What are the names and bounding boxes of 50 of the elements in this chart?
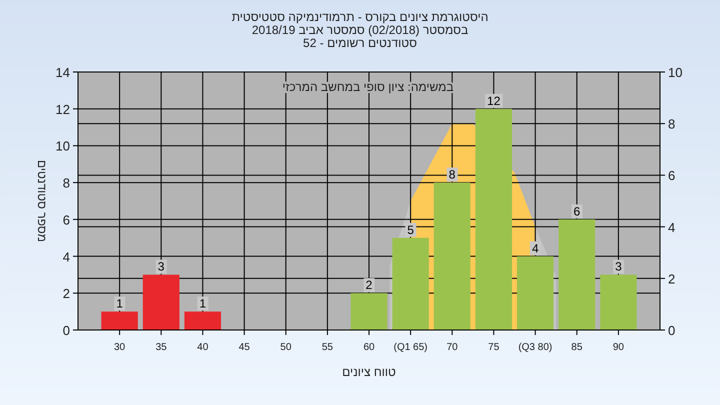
y-axis-title: מספר סטודנטים xyxy=(35,160,49,242)
x-tick-label: (Q1 65) xyxy=(394,342,428,353)
chart-title: היסטוגרמת ציונים בקורס - תרמודינמיקה סטטיסטית xyxy=(232,10,488,24)
y-tick-label: 4 xyxy=(62,249,70,264)
bar xyxy=(475,108,512,330)
y2-tick-label: 2 xyxy=(668,271,676,286)
x-tick-label: 30 xyxy=(114,342,126,353)
data-label: 12 xyxy=(487,94,501,108)
bar xyxy=(558,219,596,330)
x-tick-label: 85 xyxy=(571,342,583,353)
x-tick-label: 90 xyxy=(612,342,624,353)
y2-tick-label: 6 xyxy=(668,168,676,184)
bar xyxy=(184,312,222,330)
x-tick-label: 50 xyxy=(280,342,292,353)
data-label: 6 xyxy=(574,204,581,218)
data-label: 1 xyxy=(116,296,124,311)
chart-subtitle: בסמסטר (02/2018) סמסטר אביב 2018/19 סטודנטים רשומים - 52 xyxy=(252,23,468,50)
bar xyxy=(101,312,138,330)
y2-tick-label: 4 xyxy=(668,220,676,235)
y-tick-label: 14 xyxy=(56,65,70,80)
y-tick-label: 8 xyxy=(62,176,70,191)
x-tick-label: 55 xyxy=(322,342,334,353)
bar xyxy=(516,256,554,330)
y-tick-label: 12 xyxy=(56,102,70,117)
x-tick-label: 35 xyxy=(156,342,168,353)
y-tick-label: 0 xyxy=(62,323,70,338)
x-tick-label: 75 xyxy=(488,342,500,353)
y-tick-label: 2 xyxy=(62,286,70,302)
data-label: 1 xyxy=(199,296,206,311)
y2-tick-label: 8 xyxy=(668,116,676,132)
data-label: 8 xyxy=(448,168,456,182)
x-tick-label: 60 xyxy=(363,342,375,353)
y-tick-label: 6 xyxy=(62,212,70,228)
x-tick-label: 40 xyxy=(197,342,209,353)
data-label: 3 xyxy=(158,260,165,274)
data-label: 3 xyxy=(615,260,622,274)
data-label: 4 xyxy=(532,241,539,256)
x-tick-label: (Q3 80) xyxy=(518,342,552,353)
bar xyxy=(142,274,180,330)
data-label: 2 xyxy=(366,278,373,292)
x-axis-title: טווח ציונים xyxy=(342,365,396,379)
bar xyxy=(600,274,637,330)
y2-tick-label: 0 xyxy=(668,323,676,338)
data-label: 5 xyxy=(407,222,414,237)
x-tick-label: 45 xyxy=(238,342,250,353)
y2-tick-label: 10 xyxy=(668,65,682,80)
bar xyxy=(350,293,388,330)
bar xyxy=(434,182,470,330)
x-tick-label: 70 xyxy=(446,342,458,353)
y-tick-label: 10 xyxy=(56,138,70,154)
